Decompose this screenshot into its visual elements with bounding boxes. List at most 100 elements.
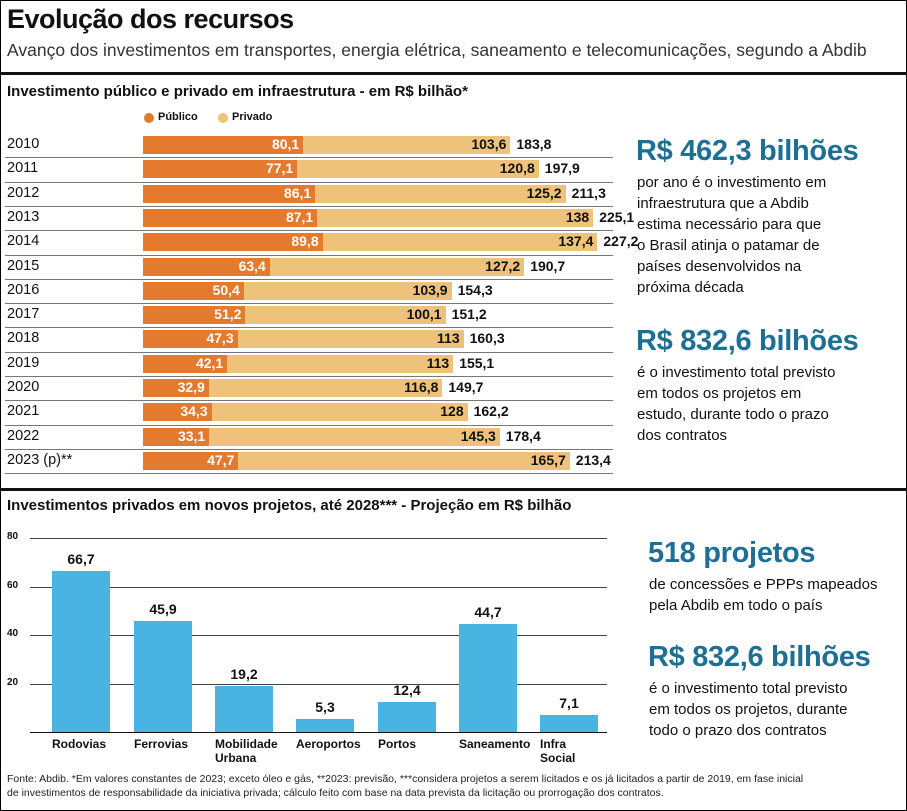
bar-privado [315,184,566,203]
legend-publico-swatch [144,113,154,123]
footnote: Fonte: Abdib. *Em valores constantes de … [7,773,902,800]
publico-value-label: 47,3 [206,330,234,347]
year-label: 2020 [7,379,40,395]
stat-462-bilhoes: R$ 462,3 bilhões [636,135,859,167]
bar-publico [143,136,304,154]
gridline [30,586,607,588]
publico-value-label: 89,8 [291,233,319,250]
column-bar [215,685,273,732]
privado-value-label: 138 [565,208,590,225]
stat-1-description: por ano é o investimento em infraestrutu… [637,172,826,298]
bar-publico [143,427,210,446]
desc-line: de concessões e PPPs mapeados [649,576,878,593]
publico-value-label: 50,4 [212,281,240,298]
row-separator [5,448,613,450]
privado-value-label: 103,6 [471,136,507,152]
gridline [30,635,607,637]
category-label: Portos [378,737,416,751]
bar-privado [209,427,500,446]
column-bar [296,719,354,732]
publico-value-label: 32,9 [177,379,205,395]
total-value-label: 211,3 [571,184,606,201]
privado-value-label: 120,8 [499,160,535,177]
category-label: Rodovias [52,737,106,751]
bar-publico [143,451,239,470]
total-value-label: 190,7 [530,257,566,274]
desc-line: estima necessário para que [637,216,822,233]
bar-privado [243,281,452,300]
column-bar [52,570,110,732]
y-tick-label: 80 [7,531,19,543]
year-label: 2019 [7,354,40,371]
privado-value-label: 100,1 [406,306,442,323]
category-label-line: Portos [378,737,417,751]
gridline [30,538,607,540]
privado-value-label: 127,2 [485,257,521,274]
column-value-label: 45,9 [149,600,177,617]
divider-middle [0,488,907,491]
privado-value-label: 103,9 [412,281,448,298]
total-value-label: 197,9 [544,160,580,177]
category-label: Saneamento [459,737,530,751]
stat-832-bilhoes: R$ 832,6 bilhões [636,325,859,357]
column-bar [134,620,192,732]
total-value-label: 154,3 [457,281,493,298]
stat-4-description: é o investimento total previsto em todos… [649,678,847,741]
bar-privado [322,233,598,252]
privado-value-label: 113 [426,354,450,371]
privado-value-label: 145,3 [460,427,496,444]
divider-top [0,72,907,75]
row-separator [5,473,613,475]
row-separator [5,327,613,329]
bar-publico [143,233,323,252]
row-separator [5,303,613,305]
category-label: Ferrovias [134,737,188,751]
column-value-label: 12,4 [393,681,421,698]
bar-privado [211,403,468,422]
column-value-label: 44,7 [474,603,502,620]
bar-privado [317,208,594,227]
stat-518-projetos: 518 projetos [648,537,816,569]
y-tick-label: 60 [7,579,19,591]
total-value-label: 213,4 [575,451,611,468]
bar-publico [143,281,244,300]
desc-line: o Brasil atinja o patamar de [637,237,820,254]
category-label-line: Ferrovias [134,737,189,751]
legend-privado-label: Privado [232,111,273,123]
row-separator [5,254,613,256]
stat-2-description: é o investimento total previsto em todos… [637,362,835,446]
privado-value-label: 165,7 [530,451,566,468]
desc-line: países desenvolvidos na [637,258,802,275]
row-separator [5,230,613,232]
publico-value-label: 51,2 [214,306,242,323]
category-label: Aeroportos [296,737,361,751]
footnote-line-2: de investimentos de responsabilidade da … [7,786,664,799]
bar-publico [143,379,209,397]
row-separator [5,376,613,377]
publico-value-label: 34,3 [180,403,208,420]
bar-publico [143,184,316,203]
privado-value-label: 128 [440,403,464,420]
desc-line: pela Abdib em todo o país [649,597,823,614]
desc-line: em todos os projetos, durante [649,701,848,718]
total-value-label: 227,2 [603,233,639,250]
total-value-label: 151,2 [451,306,487,323]
category-label-line: Infra [540,737,567,751]
bar-privado [208,379,443,397]
page-subtitle: Avanço dos investimentos em transportes,… [7,40,867,60]
total-value-label: 160,3 [469,330,505,347]
year-label: 2015 [7,257,40,274]
privado-value-label: 113 [437,330,460,347]
bar-privado [269,257,525,276]
row-separator [5,424,613,426]
privado-value-label: 137,4 [558,233,594,250]
column-bar [540,714,598,732]
bar-privado [237,330,464,349]
legend-privado-swatch [218,113,228,123]
year-label: 2014 [7,233,40,250]
publico-value-label: 86,1 [283,184,312,201]
row-separator [5,181,613,183]
page-title: Evolução dos recursos [7,4,294,34]
row-separator [5,400,613,402]
bar-privado [238,451,570,470]
